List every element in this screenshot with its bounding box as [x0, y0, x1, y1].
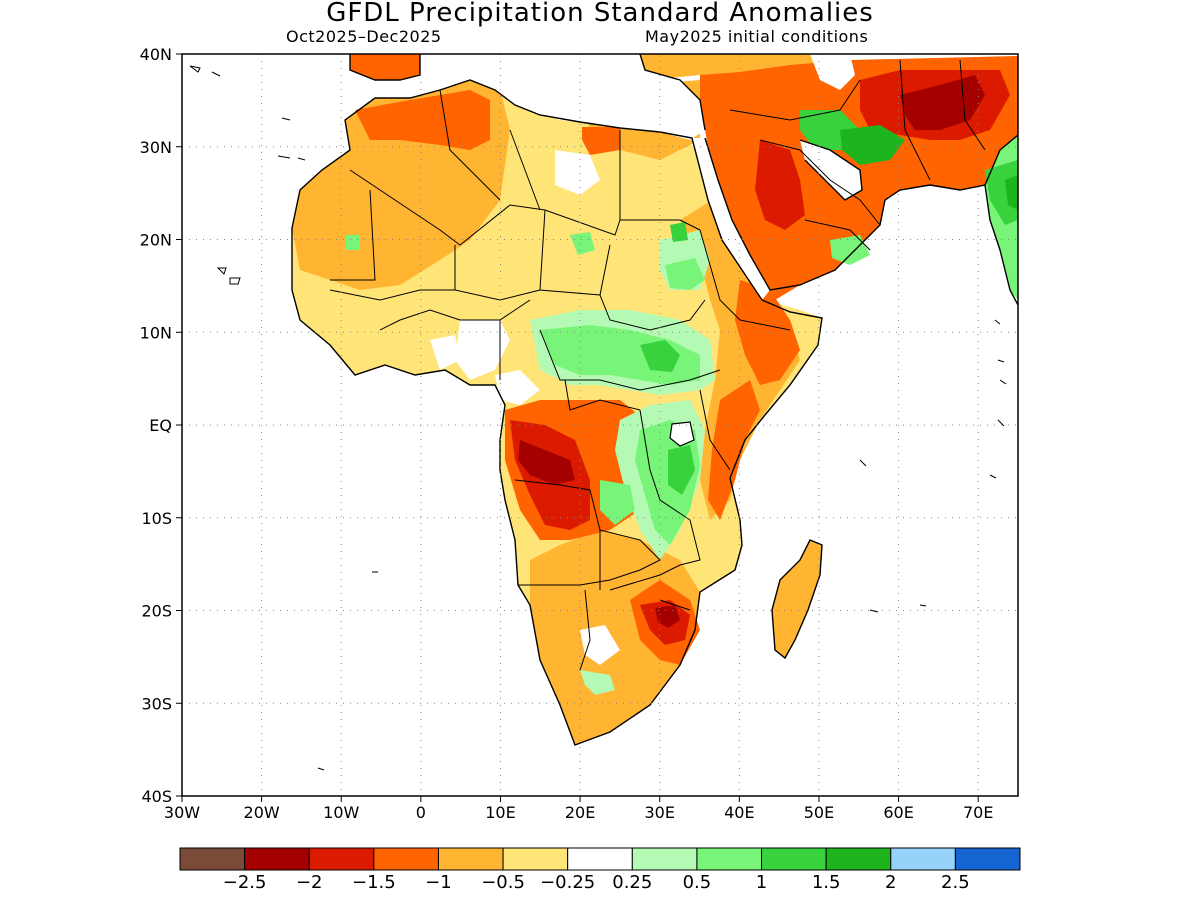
colorbar-swatch — [761, 847, 827, 871]
colorbar-label: −1.5 — [351, 872, 396, 893]
x-tick-label: 70E — [963, 803, 993, 822]
y-tick-label: 30N — [140, 138, 172, 157]
colorbar-label: −0.25 — [540, 872, 596, 893]
colorbar — [179, 847, 1021, 871]
colorbar-swatch — [244, 847, 310, 871]
mediterranean-sea — [420, 54, 705, 140]
colorbar-label: −2.5 — [222, 872, 267, 893]
colorbar-swatch — [373, 847, 439, 871]
grid-lines — [182, 54, 1018, 796]
chart-title: GFDL Precipitation Standard Anomalies — [326, 0, 874, 28]
anomaly-dark-red — [518, 75, 985, 628]
colorbar-label: 2 — [885, 872, 897, 893]
initial-conditions-subtitle: May2025 initial conditions — [645, 27, 869, 46]
colorbar-swatch — [890, 847, 956, 871]
colorbar-swatch — [437, 847, 504, 871]
y-tick-label: 10N — [140, 323, 172, 342]
y-axis: 40N 30N 20N 10N EQ 10S 20S 30S 40S — [140, 45, 182, 806]
colorbar-label: −0.5 — [481, 872, 525, 893]
colorbar-label: 1 — [755, 872, 768, 893]
y-tick-label: EQ — [149, 416, 172, 435]
y-tick-label: 40S — [141, 787, 172, 806]
colorbar-label: −2 — [295, 872, 323, 893]
y-tick-label: 20N — [140, 231, 172, 250]
colorbar-swatch — [502, 847, 569, 871]
lake-victoria — [669, 421, 695, 447]
y-tick-label: 10S — [141, 509, 172, 528]
x-tick-label: 0 — [416, 803, 426, 822]
colorbar-swatch — [954, 847, 1021, 871]
turkey-strip — [640, 54, 850, 78]
colorbar-swatch — [308, 847, 375, 871]
x-tick-label: 30W — [164, 803, 200, 822]
y-tick-label: 30S — [141, 694, 172, 713]
colorbar-label: 0.5 — [682, 872, 712, 893]
caspian-sea — [810, 54, 855, 90]
madagascar — [772, 540, 822, 658]
europe-strip — [350, 54, 420, 80]
colorbar-swatch — [567, 847, 633, 871]
x-tick-label: 10W — [323, 803, 359, 822]
x-tick-label: 40E — [724, 803, 754, 822]
map-content — [182, 54, 1018, 796]
colorbar-swatch — [696, 847, 763, 871]
colorbar-swatch — [631, 847, 698, 871]
colorbar-label: 2.5 — [941, 872, 970, 893]
y-tick-label: 20S — [141, 602, 172, 621]
x-axis: 30W 20W 10W 0 10E 20E 30E 40E 50E 60E 70E — [164, 796, 993, 822]
x-tick-label: 20E — [565, 803, 595, 822]
colorbar-label: 0.25 — [612, 872, 653, 893]
colorbar-label: 1.5 — [811, 872, 841, 893]
x-tick-label: 30E — [644, 803, 674, 822]
coastlines — [291, 54, 1018, 746]
persian-gulf — [800, 140, 862, 200]
colorbar-label: −1 — [425, 872, 452, 893]
colorbar-swatch — [179, 847, 246, 871]
x-tick-label: 50E — [804, 803, 834, 822]
country-borders — [329, 59, 986, 671]
anomaly-neutral — [430, 150, 620, 665]
x-tick-label: 60E — [883, 803, 913, 822]
x-tick-label: 20W — [244, 803, 280, 822]
anomaly-green-dark — [840, 125, 1018, 210]
period-subtitle: Oct2025–Dec2025 — [286, 27, 442, 46]
islands — [189, 65, 1007, 771]
x-tick-label: 10E — [485, 803, 515, 822]
colorbar-swatch — [825, 847, 892, 871]
y-tick-label: 40N — [140, 45, 172, 64]
